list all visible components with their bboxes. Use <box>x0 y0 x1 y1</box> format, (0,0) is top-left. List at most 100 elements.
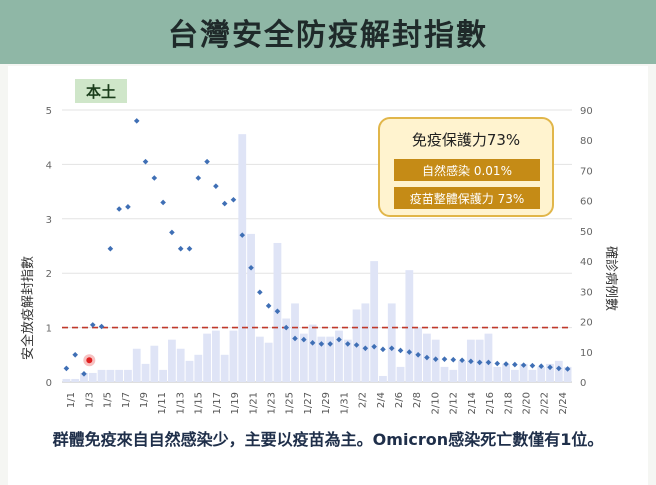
index-point <box>221 200 228 207</box>
case-bar <box>106 369 115 382</box>
x-tick-label: 1/3 <box>84 392 95 408</box>
case-bar <box>176 348 185 382</box>
y2-tick-label: 90 <box>580 106 593 117</box>
index-point <box>424 354 430 361</box>
index-point <box>160 199 166 206</box>
case-bar <box>493 366 502 382</box>
index-point <box>362 345 369 352</box>
case-bar <box>80 372 88 382</box>
y-axis-left-ticks: 0 1 2 3 4 5 <box>46 106 52 389</box>
y2-tick-label: 60 <box>580 197 593 208</box>
x-tick-label: 2/6 <box>394 392 405 408</box>
index-point <box>133 118 140 124</box>
index-point <box>415 352 421 358</box>
highlight-marker <box>83 354 96 367</box>
x-tick-label: 1/23 <box>266 392 277 414</box>
case-bar <box>528 369 537 382</box>
x-tick-label: 1/17 <box>212 392 223 414</box>
case-bar <box>238 134 247 382</box>
case-bar <box>282 318 291 382</box>
case-bar <box>537 366 546 382</box>
y2-tick-label: 80 <box>580 136 593 147</box>
x-tick-label: 1/29 <box>321 392 332 414</box>
index-point <box>230 196 237 203</box>
index-point <box>169 229 175 236</box>
y-axis-right-ticks: 0 10 20 30 40 50 60 70 80 90 <box>580 106 593 389</box>
y-tick-label: 3 <box>46 215 52 226</box>
index-point <box>248 264 254 271</box>
x-tick-label: 1/13 <box>175 392 186 414</box>
index-point <box>107 245 114 252</box>
case-bar <box>563 366 572 382</box>
x-tick-label: 2/14 <box>467 392 478 414</box>
index-point <box>195 175 202 181</box>
x-tick-label: 1/15 <box>194 392 205 414</box>
y-tick-label: 5 <box>46 106 52 117</box>
y-tick-label: 2 <box>46 269 52 280</box>
y2-tick-label: 50 <box>580 227 593 238</box>
callout-title: 免疫保護力73% <box>411 131 521 149</box>
x-tick-label: 2/18 <box>503 392 514 414</box>
y2-tick-label: 70 <box>580 166 593 177</box>
x-tick-label: 2/12 <box>449 392 460 414</box>
index-point <box>274 308 281 315</box>
case-bar <box>229 330 238 382</box>
index-point <box>204 158 210 165</box>
index-point <box>397 347 404 354</box>
case-bar <box>159 369 168 382</box>
index-point <box>265 303 272 309</box>
case-bar <box>211 330 220 382</box>
index-point <box>257 289 263 296</box>
y2-tick-label: 30 <box>580 287 593 298</box>
case-bar <box>71 378 80 382</box>
y2-tick-label: 20 <box>580 318 593 329</box>
case-bar <box>335 330 343 382</box>
case-bar <box>361 303 370 382</box>
index-point <box>494 360 501 367</box>
y2-tick-label: 40 <box>580 257 593 268</box>
x-tick-label: 2/16 <box>485 392 496 414</box>
index-point <box>459 357 465 364</box>
index-point <box>406 349 413 355</box>
y-tick-label: 0 <box>46 378 52 389</box>
case-bar <box>379 375 387 382</box>
index-point <box>318 341 325 347</box>
index-point <box>98 323 105 330</box>
case-bar <box>440 366 449 382</box>
x-tick-label: 1/25 <box>285 392 296 414</box>
case-bar <box>449 369 458 382</box>
x-tick-label: 1/7 <box>121 392 132 408</box>
x-tick-label: 1/27 <box>303 392 314 414</box>
case-bar <box>194 354 203 382</box>
index-point <box>301 336 307 343</box>
x-tick-label: 1/5 <box>103 392 114 408</box>
index-point <box>142 158 149 165</box>
index-point <box>125 204 131 210</box>
case-bar <box>255 336 264 382</box>
index-point <box>538 363 545 370</box>
case-bar <box>141 363 150 382</box>
x-tick-label: 1/21 <box>248 392 259 414</box>
region-badge: 本土 <box>75 79 127 103</box>
case-bar <box>405 270 414 382</box>
case-bar <box>132 348 141 382</box>
case-bar <box>387 303 396 382</box>
x-tick-label: 2/20 <box>521 392 532 414</box>
index-point <box>529 362 536 369</box>
index-point <box>485 359 492 366</box>
index-point <box>239 232 246 238</box>
x-axis-ticks: 1/1 1/3 1/5 1/7 1/9 1/11 1/13 1/15 1/17 1/19 1/21 1… <box>66 392 569 414</box>
case-bar <box>546 363 554 382</box>
case-bar <box>502 363 510 382</box>
highlight-dot <box>86 357 93 364</box>
case-bar <box>308 324 317 382</box>
y-axis-left-title: 安全放疫解封指數 <box>21 255 36 360</box>
index-point <box>177 245 184 252</box>
case-bar <box>554 360 563 382</box>
y2-tick-label: 0 <box>580 378 586 389</box>
index-point <box>186 245 193 252</box>
index-point <box>468 358 474 365</box>
index-point <box>371 343 377 350</box>
index-point <box>344 341 351 347</box>
